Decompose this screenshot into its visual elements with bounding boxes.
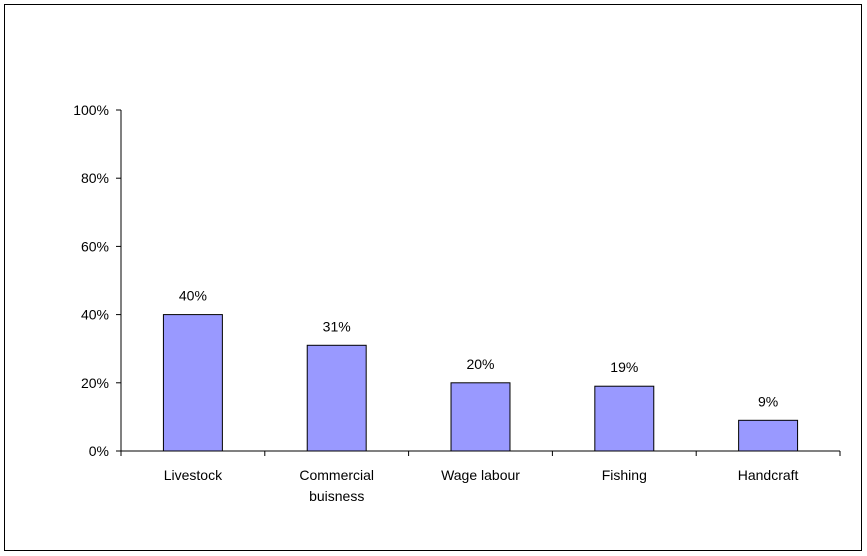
- bar-handcraft: [738, 419, 799, 452]
- y-tick-label: 40%: [81, 307, 109, 323]
- x-tick-label: Wage labour: [441, 467, 520, 483]
- bar-commercial-buisness: [306, 344, 367, 452]
- bar-fishing: [594, 385, 655, 452]
- data-label: 40%: [179, 288, 207, 304]
- data-label: 20%: [466, 356, 494, 372]
- x-tick-label: Fishing: [602, 467, 647, 483]
- y-tick-label: 80%: [81, 170, 109, 186]
- chart-area: [4, 4, 862, 551]
- x-tick-label: Commercial: [299, 467, 374, 483]
- chart-labels: 0% 20% 40% 60% 80% 100% 40% Livestock 31% Commerc…: [73, 102, 798, 504]
- bar-wage-labour: [450, 382, 511, 452]
- data-label: 9%: [758, 393, 778, 409]
- x-tick-label: buisness: [309, 488, 364, 504]
- y-tick-label: 20%: [81, 375, 109, 391]
- x-tick-label: Handcraft: [738, 467, 799, 483]
- data-label: 19%: [610, 359, 638, 375]
- data-label: 31%: [323, 318, 351, 334]
- y-tick-label: 0%: [89, 443, 109, 459]
- y-tick-label: 100%: [73, 102, 109, 118]
- bar-series: [162, 314, 799, 452]
- x-tick-label: Livestock: [164, 467, 223, 483]
- y-tick-label: 60%: [81, 238, 109, 254]
- bar-livestock: [162, 314, 223, 452]
